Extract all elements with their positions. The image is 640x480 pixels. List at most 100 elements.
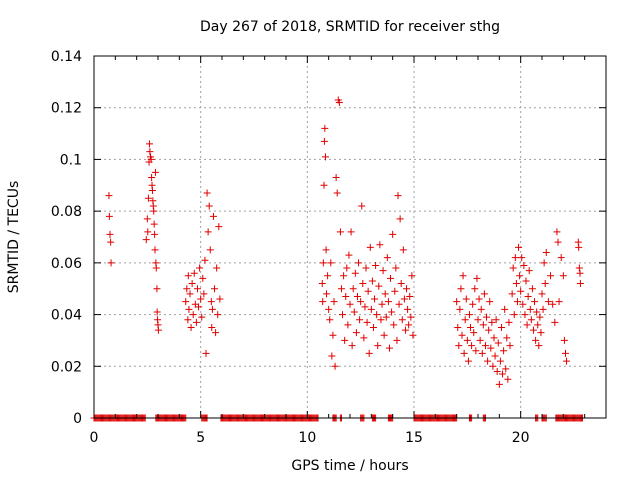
- data-point: [319, 259, 327, 267]
- data-point: [143, 215, 151, 223]
- data-point: [371, 295, 379, 303]
- data-point: [215, 223, 223, 231]
- x-tick-label: 20: [512, 430, 530, 446]
- data-point: [396, 215, 404, 223]
- data-point: [483, 313, 491, 321]
- data-point: [464, 357, 472, 365]
- data-point: [151, 168, 159, 176]
- data-point: [357, 298, 365, 306]
- data-point: [537, 329, 545, 337]
- data-point: [105, 212, 113, 220]
- data-point: [529, 326, 537, 334]
- data-point: [187, 324, 195, 331]
- data-point: [192, 318, 200, 326]
- data-point: [539, 305, 547, 313]
- data-point: [398, 316, 406, 324]
- data-point: [394, 192, 402, 200]
- data-point: [151, 246, 159, 254]
- data-point: [554, 238, 562, 246]
- data-point: [355, 259, 363, 267]
- data-point: [457, 285, 465, 293]
- data-point: [382, 313, 390, 321]
- data-point: [516, 272, 524, 280]
- data-point: [504, 375, 512, 383]
- data-point: [401, 326, 409, 334]
- data-point: [521, 311, 529, 319]
- y-axis-label: SRMTID / TECUs: [6, 181, 22, 294]
- data-point: [560, 336, 568, 344]
- data-point: [515, 243, 523, 251]
- data-point: [517, 287, 525, 295]
- data-point: [379, 267, 387, 275]
- data-point: [369, 324, 377, 331]
- data-point: [203, 189, 211, 197]
- data-point: [390, 321, 398, 329]
- data-point: [468, 342, 476, 350]
- data-point: [405, 321, 413, 329]
- data-point: [105, 192, 113, 200]
- data-point: [406, 292, 414, 300]
- data-point: [492, 316, 500, 324]
- data-point: [107, 259, 115, 267]
- data-point: [337, 285, 345, 293]
- data-point: [375, 282, 383, 290]
- data-point: [575, 243, 583, 251]
- data-point: [499, 370, 507, 378]
- data-point: [360, 334, 368, 342]
- data-point: [526, 305, 534, 313]
- data-point: [453, 298, 461, 306]
- data-point: [478, 349, 486, 357]
- data-point: [327, 259, 335, 267]
- data-point: [513, 298, 521, 306]
- data-point: [374, 342, 382, 350]
- data-point: [544, 298, 552, 306]
- data-point: [563, 357, 571, 365]
- data-point: [555, 298, 563, 306]
- data-point: [459, 272, 467, 280]
- data-point: [495, 380, 503, 388]
- x-tick-label: 5: [196, 430, 205, 446]
- chart-title: Day 267 of 2018, SRMTID for receiver sth…: [200, 19, 500, 35]
- data-point: [490, 334, 498, 342]
- data-point: [325, 305, 333, 313]
- data-point: [212, 329, 220, 337]
- data-point: [368, 277, 376, 285]
- data-point: [576, 280, 584, 288]
- data-point: [502, 365, 510, 373]
- data-point: [484, 357, 492, 365]
- data-point: [473, 274, 481, 282]
- data-point: [333, 189, 341, 197]
- data-point: [463, 336, 471, 344]
- data-point: [202, 349, 210, 357]
- data-point: [331, 362, 339, 370]
- data-point: [488, 318, 496, 326]
- data-point: [525, 267, 533, 275]
- data-point: [470, 329, 478, 337]
- data-point: [344, 321, 352, 329]
- data-point: [512, 280, 520, 288]
- data-point: [553, 228, 561, 236]
- data-point: [392, 264, 400, 272]
- data-point: [201, 256, 209, 264]
- data-point: [320, 137, 328, 145]
- y-tick-label: 0.08: [51, 204, 82, 220]
- data-point: [454, 324, 462, 331]
- data-point: [324, 272, 332, 280]
- data-point: [404, 305, 412, 313]
- data-point: [363, 318, 371, 326]
- data-point: [532, 336, 540, 344]
- data-point: [340, 272, 348, 280]
- data-point: [318, 280, 326, 288]
- data-point: [491, 352, 499, 360]
- data-point: [213, 264, 221, 272]
- data-point: [351, 269, 359, 277]
- data-point: [378, 300, 386, 308]
- data-point: [528, 285, 536, 293]
- data-point: [150, 220, 158, 228]
- y-tick-label: 0.12: [51, 101, 82, 117]
- data-point: [520, 261, 528, 269]
- data-point: [551, 318, 559, 326]
- data-point: [486, 298, 494, 306]
- data-point: [335, 99, 343, 107]
